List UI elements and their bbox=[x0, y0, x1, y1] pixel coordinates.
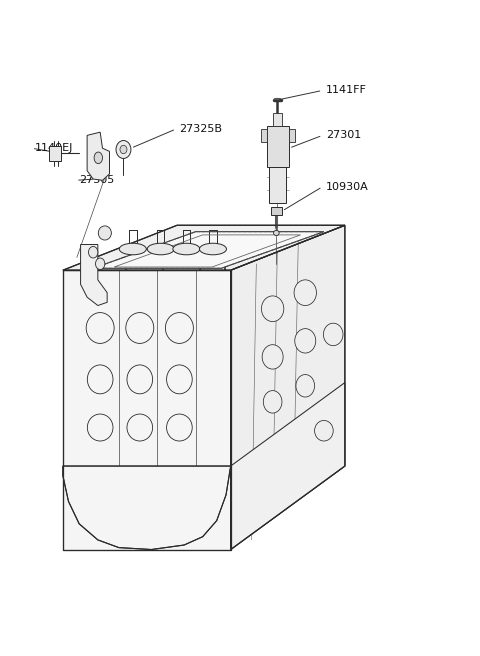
Text: 1141FF: 1141FF bbox=[326, 85, 367, 95]
Ellipse shape bbox=[86, 313, 114, 343]
Ellipse shape bbox=[264, 390, 282, 413]
Text: 27325B: 27325B bbox=[180, 124, 222, 134]
Text: 27305: 27305 bbox=[79, 175, 114, 185]
Ellipse shape bbox=[295, 329, 316, 353]
Ellipse shape bbox=[88, 247, 98, 258]
Text: 10930A: 10930A bbox=[326, 182, 369, 192]
Ellipse shape bbox=[274, 230, 279, 236]
Ellipse shape bbox=[126, 313, 154, 343]
Text: 27301: 27301 bbox=[326, 131, 361, 140]
Polygon shape bbox=[63, 225, 345, 270]
Ellipse shape bbox=[200, 243, 227, 255]
Polygon shape bbox=[49, 146, 61, 161]
Ellipse shape bbox=[87, 414, 113, 441]
Ellipse shape bbox=[262, 344, 283, 369]
Ellipse shape bbox=[324, 323, 343, 346]
Ellipse shape bbox=[87, 365, 113, 394]
Polygon shape bbox=[231, 382, 345, 550]
Polygon shape bbox=[289, 129, 295, 142]
Ellipse shape bbox=[127, 365, 153, 394]
Polygon shape bbox=[63, 270, 231, 550]
Polygon shape bbox=[269, 167, 286, 203]
Polygon shape bbox=[93, 232, 324, 268]
Ellipse shape bbox=[116, 140, 131, 159]
Ellipse shape bbox=[127, 414, 153, 441]
Polygon shape bbox=[271, 207, 282, 215]
Ellipse shape bbox=[96, 258, 105, 270]
Polygon shape bbox=[63, 466, 231, 550]
Ellipse shape bbox=[120, 146, 127, 154]
Ellipse shape bbox=[119, 243, 146, 255]
Ellipse shape bbox=[294, 280, 316, 306]
Ellipse shape bbox=[314, 420, 333, 441]
Polygon shape bbox=[231, 225, 345, 550]
Ellipse shape bbox=[167, 414, 192, 441]
Polygon shape bbox=[87, 132, 109, 180]
Ellipse shape bbox=[262, 296, 284, 321]
Ellipse shape bbox=[173, 243, 200, 255]
Ellipse shape bbox=[167, 365, 192, 394]
Polygon shape bbox=[267, 126, 289, 167]
Ellipse shape bbox=[147, 243, 174, 255]
Polygon shape bbox=[261, 129, 267, 142]
Text: 1140EJ: 1140EJ bbox=[35, 143, 73, 154]
Ellipse shape bbox=[296, 375, 314, 397]
Polygon shape bbox=[273, 113, 282, 126]
Ellipse shape bbox=[98, 226, 111, 240]
Ellipse shape bbox=[94, 152, 103, 163]
Polygon shape bbox=[81, 245, 107, 306]
Ellipse shape bbox=[166, 313, 193, 343]
